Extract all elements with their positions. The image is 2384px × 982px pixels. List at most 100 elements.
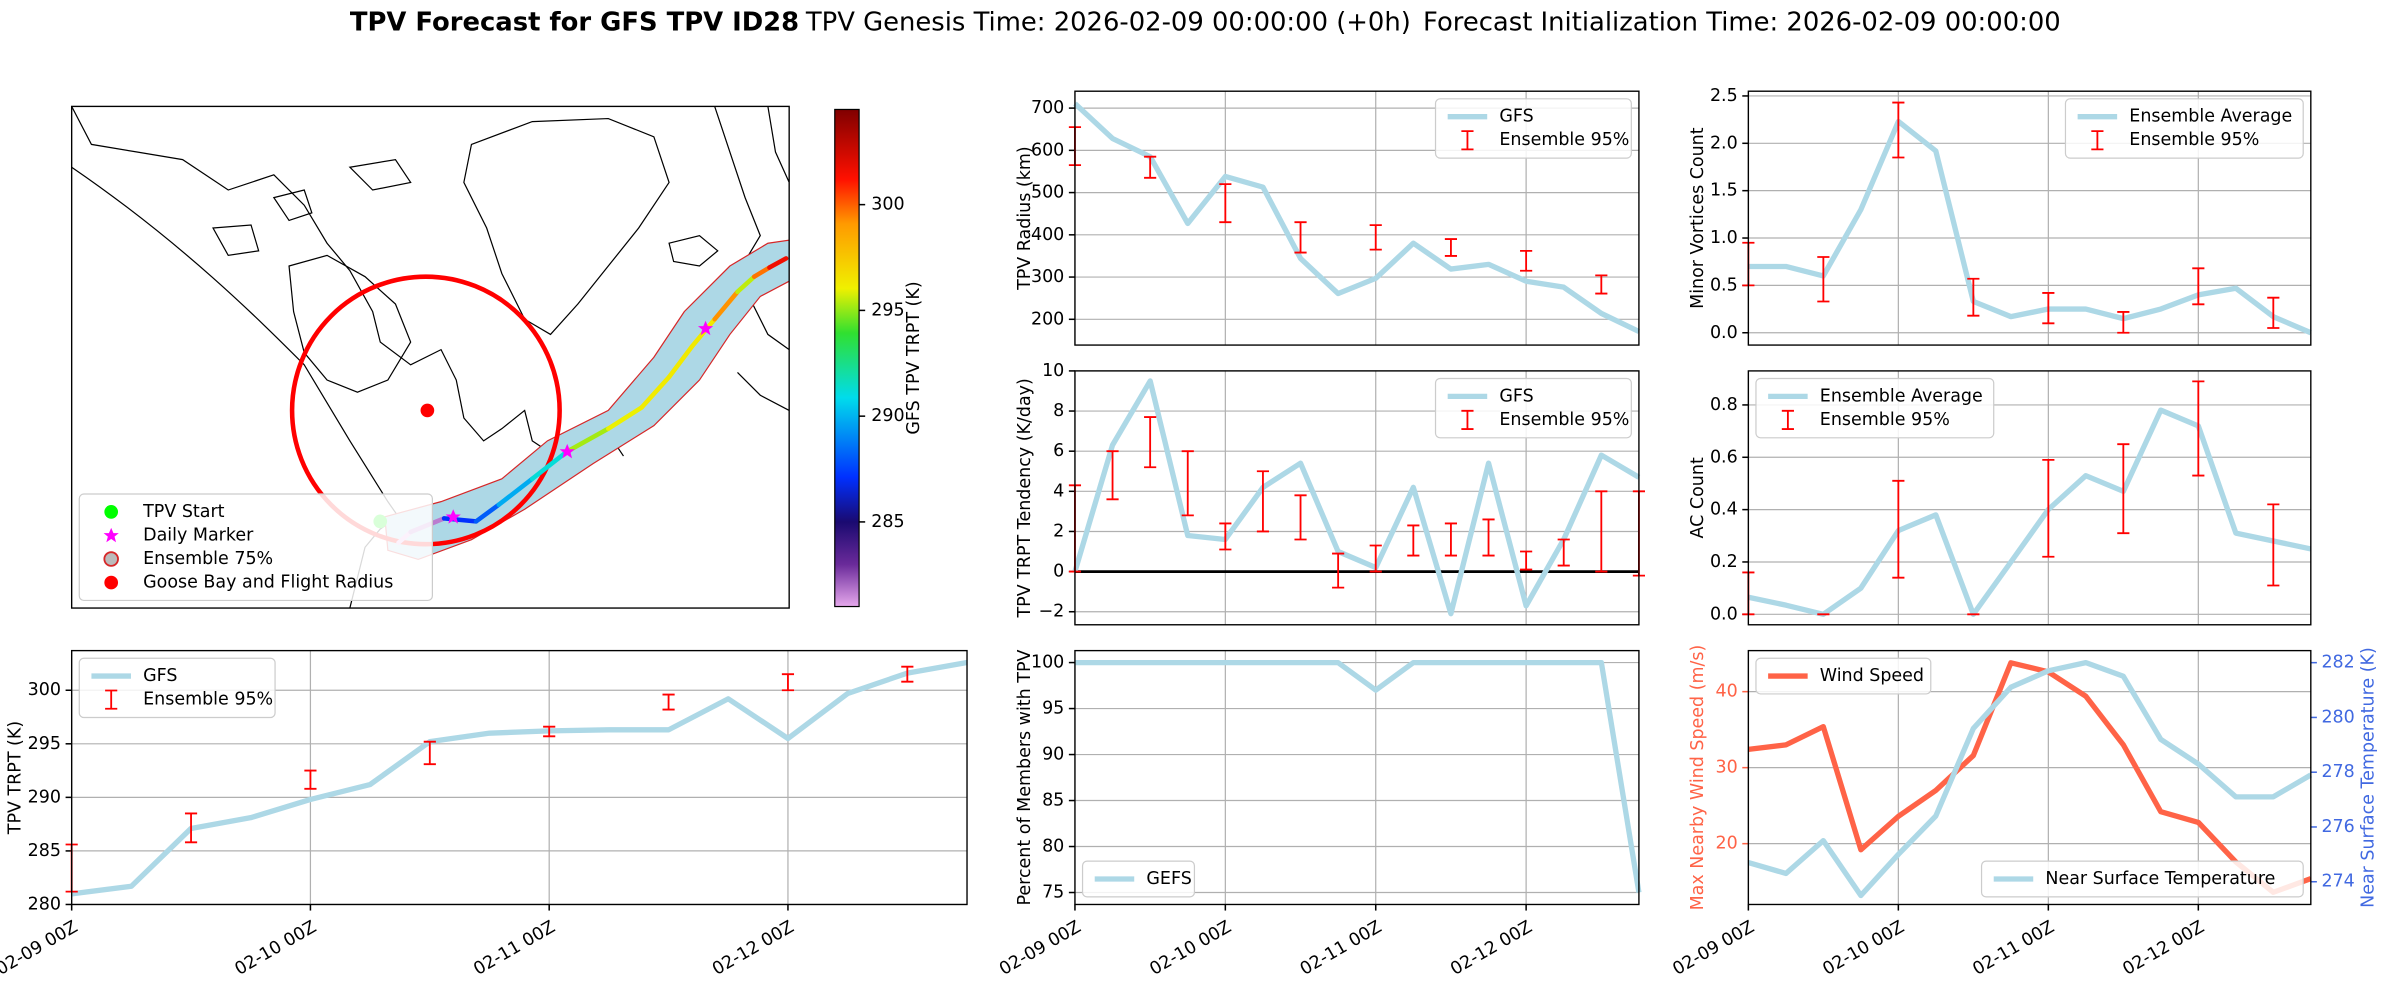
error-bar	[1256, 470, 1270, 533]
x-tick-label: 02-11 00Z	[1297, 917, 1385, 980]
y-tick-label: 285	[28, 841, 61, 861]
error-bar	[2117, 311, 2130, 334]
series-line	[1073, 101, 1641, 334]
error-bar	[1106, 450, 1119, 501]
y-tick-label: 0.5	[1710, 275, 1738, 295]
track-segment	[666, 344, 695, 380]
track-segment	[735, 274, 757, 295]
axes-frame	[70, 649, 968, 906]
series-line	[1748, 660, 2312, 895]
series-line	[1748, 118, 2312, 336]
error-bar	[304, 769, 317, 790]
map-frame	[70, 105, 790, 609]
legend-label: Ensemble 95%	[1820, 410, 1950, 430]
axes-frame	[1074, 370, 1640, 626]
y-tick-label: 90	[1042, 745, 1064, 765]
error-bar	[1557, 538, 1570, 567]
iceland	[668, 234, 719, 267]
y-tick-label: 2	[1053, 521, 1064, 541]
y-tick-label: 75	[1042, 883, 1064, 903]
y2-tick-label: 276	[2321, 817, 2354, 837]
x-tick-label: 02-10 00Z	[1820, 917, 1908, 980]
y2-tick-label: 274	[2321, 872, 2354, 892]
x-tick-label: 02-10 00Z	[232, 917, 320, 980]
error-bar	[1967, 277, 1980, 317]
y-tick-label: 1.5	[1710, 181, 1738, 201]
error-bar	[2117, 443, 2130, 535]
legend-swatch	[104, 575, 119, 590]
axes-frame	[1074, 90, 1640, 346]
error-bar	[1595, 490, 1608, 573]
legend-box	[1434, 377, 1632, 439]
legend-swatch	[1781, 409, 1794, 430]
y-tick-label: 6	[1053, 441, 1064, 461]
legend-swatch	[2091, 130, 2104, 151]
error-bar	[1892, 479, 1905, 579]
legend-box	[1755, 377, 1995, 439]
y-tick-label: 0.0	[1710, 604, 1738, 624]
x-tick-label: 02-12 00Z	[2119, 917, 2207, 980]
legend-swatch	[103, 551, 119, 567]
europe	[714, 106, 790, 411]
coastline	[71, 166, 400, 609]
axes-frame	[1747, 370, 2312, 626]
error-bar	[1817, 256, 1830, 303]
error-bar	[2042, 458, 2055, 558]
y-axis-label: TPV TRPT (K)	[5, 721, 25, 835]
y-tick-label: 20	[1715, 834, 1737, 854]
error-bar	[1892, 101, 1905, 159]
series-line	[1072, 378, 1641, 617]
legend-box	[2064, 98, 2304, 159]
x-tick-label: 02-09 00Z	[1670, 917, 1758, 980]
error-bar	[1369, 224, 1382, 251]
error-bar	[543, 725, 556, 738]
colorbar-tick-label: 300	[871, 195, 904, 215]
daily-marker	[697, 320, 714, 336]
title-init: Forecast Initialization Time: 2026-02-09…	[1423, 7, 2061, 37]
series-line	[1747, 407, 2312, 617]
track-segment	[529, 449, 570, 482]
y-tick-label: 300	[1031, 267, 1064, 287]
legend-label: Daily Marker	[143, 525, 254, 545]
islands	[212, 158, 412, 257]
legend-swatch	[103, 527, 119, 543]
error-bar	[184, 812, 198, 844]
legend-swatch	[1461, 409, 1474, 430]
track-segment	[473, 502, 502, 524]
legend-label: Ensemble 95%	[2129, 130, 2259, 150]
legend-label: GFS	[143, 666, 177, 686]
error-bar	[662, 693, 675, 711]
x-tick-label: 02-11 00Z	[1970, 917, 2058, 980]
error-bar	[2267, 296, 2280, 329]
y-tick-label: 290	[28, 787, 61, 807]
error-bar	[1294, 494, 1307, 541]
y-tick-label: 100	[1031, 653, 1064, 673]
error-bar	[2192, 380, 2205, 477]
colorbar-tick-label: 295	[871, 300, 904, 320]
y2-axis-label: Near Surface Temperature (K)	[2359, 647, 2379, 908]
legend-label: Wind Speed	[1820, 666, 1924, 686]
y-tick-label: 200	[1031, 309, 1064, 329]
legend-box	[1755, 657, 1932, 695]
legend-box	[78, 657, 276, 719]
y-tick-label: 1.0	[1710, 228, 1738, 248]
y-axis-label: TPV Radius (km)	[1015, 146, 1035, 291]
y-tick-label: 600	[1031, 140, 1064, 160]
y-tick-label: 0.8	[1710, 395, 1738, 415]
track-segment	[751, 265, 772, 279]
series-line	[1074, 659, 1642, 893]
error-bar	[1520, 249, 1533, 272]
ensemble-75-area	[384, 239, 790, 561]
error-bar	[901, 665, 914, 683]
x-tick-label: 02-11 00Z	[470, 917, 558, 980]
legend-label: Ensemble 95%	[1499, 130, 1629, 150]
colorbar-label: GFS TPV TRPT (K)	[904, 281, 924, 434]
legend-box	[1434, 98, 1632, 159]
legend-label: Ensemble Average	[1820, 386, 1983, 406]
legend-box	[78, 493, 434, 602]
y-tick-label: 700	[1031, 98, 1064, 118]
error-bar	[1595, 274, 1608, 295]
y-axis-label: AC Count	[1688, 457, 1708, 538]
y2-tick-label: 282	[2321, 653, 2354, 673]
suptitle: TPV Forecast for GFS TPV ID28 TPV Genesi…	[350, 7, 2061, 37]
